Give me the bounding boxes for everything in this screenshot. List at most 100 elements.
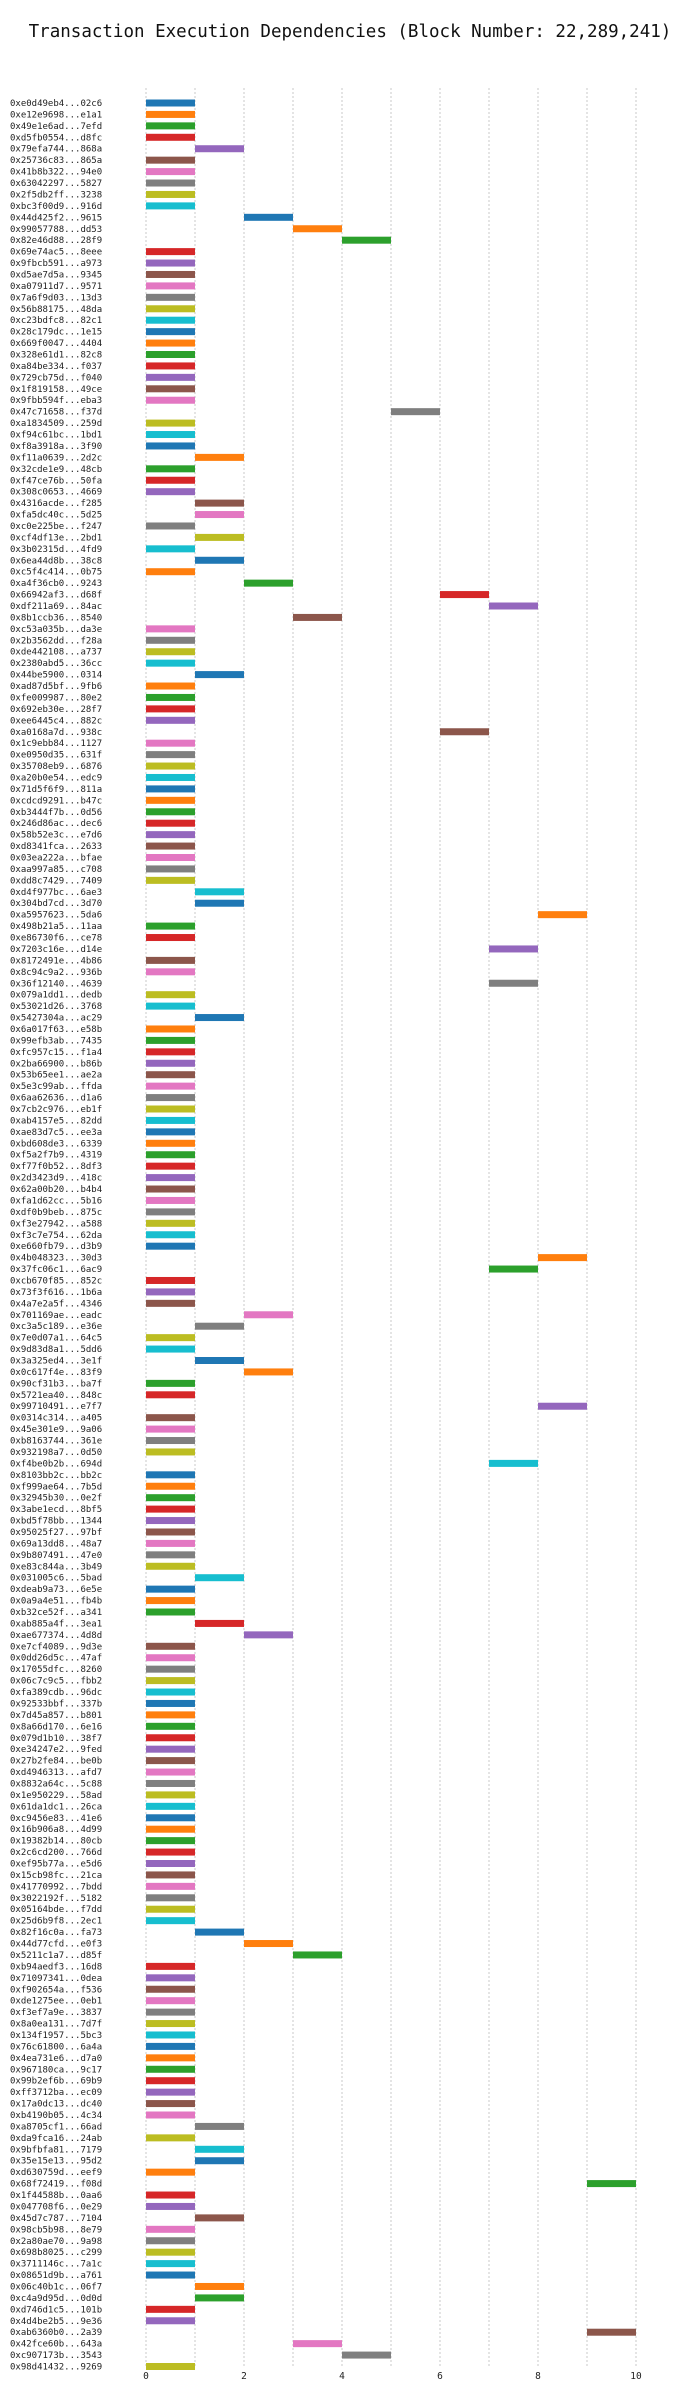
task-label: 0x2380abd5...36cc — [10, 659, 102, 669]
task-label: 0xa5957623...5da6 — [10, 911, 102, 921]
task-bar — [146, 1871, 195, 1879]
task-bar — [244, 1631, 293, 1639]
task-bar — [146, 1517, 195, 1525]
task-bar — [146, 876, 195, 884]
task-bar — [146, 396, 195, 404]
task-bar — [146, 568, 195, 576]
task-bar — [391, 408, 440, 416]
task-bar — [146, 865, 195, 873]
task-bar — [146, 854, 195, 861]
task-label: 0x7e0d07a1...64c5 — [10, 1334, 102, 1344]
task-bar — [244, 579, 293, 587]
task-bar — [146, 1985, 195, 1993]
task-label: 0xbd608de3...6339 — [10, 1139, 102, 1149]
task-label: 0xe83c844a...3b49 — [10, 1562, 102, 1572]
task-bar — [146, 1974, 195, 1982]
task-bar — [146, 1094, 195, 1102]
task-bar — [146, 1025, 195, 1033]
task-bar — [146, 282, 195, 290]
task-bar — [146, 1231, 195, 1239]
task-label: 0x47c71658...f37d — [10, 408, 102, 418]
task-label: 0x25736c83...865a — [10, 156, 102, 166]
task-label: 0x98cb5b98...8e79 — [10, 2225, 102, 2235]
task-bar — [146, 168, 195, 176]
task-bar — [146, 1276, 195, 1284]
task-bar — [146, 1036, 195, 1044]
task-label: 0x44d425f2...9615 — [10, 213, 102, 223]
task-label: 0x8a0ea131...7d7f — [10, 2020, 102, 2030]
task-bar — [146, 465, 195, 473]
task-bar — [293, 2340, 342, 2348]
task-bar — [146, 693, 195, 701]
task-label: 0xc23bdfc8...82c1 — [10, 316, 102, 326]
task-label: 0x71d5f6f9...811a — [10, 785, 102, 795]
task-bar — [146, 808, 195, 816]
task-label: 0x3b02315d...4fd9 — [10, 545, 102, 555]
task-label: 0xe12e9698...e1a1 — [10, 110, 102, 120]
task-label: 0x9bfbfa81...7179 — [10, 2145, 102, 2155]
task-bar — [342, 236, 391, 244]
task-bar — [146, 1882, 195, 1890]
task-label: 0x06c40b1c...06f7 — [10, 2282, 102, 2292]
task-label: 0xb32ce52f...a341 — [10, 1608, 102, 1618]
task-label: 0x28c179dc...1e15 — [10, 328, 102, 338]
task-bar — [146, 922, 195, 930]
task-bar — [146, 1997, 195, 2005]
task-bar — [146, 190, 195, 198]
task-bar — [244, 1368, 293, 1376]
task-label: 0xd5ae7d5a...9345 — [10, 270, 102, 280]
task-bar — [146, 1471, 195, 1479]
task-label: 0x4d4be2b5...9e36 — [10, 2317, 102, 2327]
task-bar — [146, 488, 195, 496]
task-bar — [146, 1677, 195, 1685]
task-label: 0x17055dfc...8260 — [10, 1665, 102, 1675]
task-label: 0x4b048323...30d3 — [10, 1254, 102, 1264]
task-label: 0xb8163744...361e — [10, 1437, 102, 1447]
task-label: 0x15cb98fc...21ca — [10, 1871, 102, 1881]
x-tick-label: 2 — [241, 2371, 247, 2382]
task-label: 0x5721ea40...848c — [10, 1391, 102, 1401]
task-bar — [146, 842, 195, 850]
task-bar — [146, 705, 195, 713]
task-bar — [146, 1654, 195, 1662]
task-bar — [195, 499, 244, 507]
task-bar — [195, 1322, 244, 1330]
task-label: 0xb4190b05...4c34 — [10, 2111, 102, 2121]
task-bar — [146, 2065, 195, 2073]
task-bar — [146, 682, 195, 690]
task-label: 0x134f1957...5bc3 — [10, 2031, 102, 2041]
task-bar — [146, 2260, 195, 2268]
task-label: 0x3022192f...5182 — [10, 1894, 102, 1904]
task-label: 0x8103bb2c...bb2c — [10, 1471, 102, 1481]
task-bar — [146, 442, 195, 450]
task-label: 0x68f72419...f08d — [10, 2180, 102, 2190]
task-label: 0xcf4df13e...2bd1 — [10, 533, 102, 543]
task-bar — [146, 2305, 195, 2313]
task-bar — [146, 2008, 195, 2016]
task-bar — [195, 2214, 244, 2222]
task-bar — [146, 1825, 195, 1833]
task-bar — [146, 1688, 195, 1696]
task-label: 0xa20b0e54...edc9 — [10, 773, 102, 783]
task-label: 0x7d45a857...b801 — [10, 1711, 102, 1721]
task-bar — [146, 819, 195, 827]
task-label: 0x7203c16e...d14e — [10, 945, 102, 955]
task-label: 0x2a80ae70...9a98 — [10, 2237, 102, 2247]
task-label: 0x44be5900...0314 — [10, 671, 102, 681]
task-bar — [146, 1791, 195, 1799]
task-bar — [146, 1128, 195, 1136]
task-bar — [146, 785, 195, 793]
task-bar — [146, 339, 195, 347]
task-label: 0x56b88175...48da — [10, 305, 102, 315]
task-label: 0xcdcd9291...b47c — [10, 796, 102, 806]
task-label: 0x9d83d8a1...5dd6 — [10, 1345, 102, 1355]
task-label: 0x37fc06c1...6ac9 — [10, 1265, 102, 1275]
task-label: 0x25d6b9f8...2ec1 — [10, 1917, 102, 1927]
chart-title: Transaction Execution Dependencies (Bloc… — [28, 22, 672, 42]
task-label: 0x0c617f4e...83f9 — [10, 1368, 102, 1378]
task-label: 0x498b21a5...11aa — [10, 922, 102, 932]
task-label: 0xfa5dc40c...5d25 — [10, 511, 102, 521]
task-bar — [146, 1219, 195, 1227]
task-bar — [146, 1597, 195, 1605]
task-label: 0x61da1dc1...26ca — [10, 1802, 102, 1812]
